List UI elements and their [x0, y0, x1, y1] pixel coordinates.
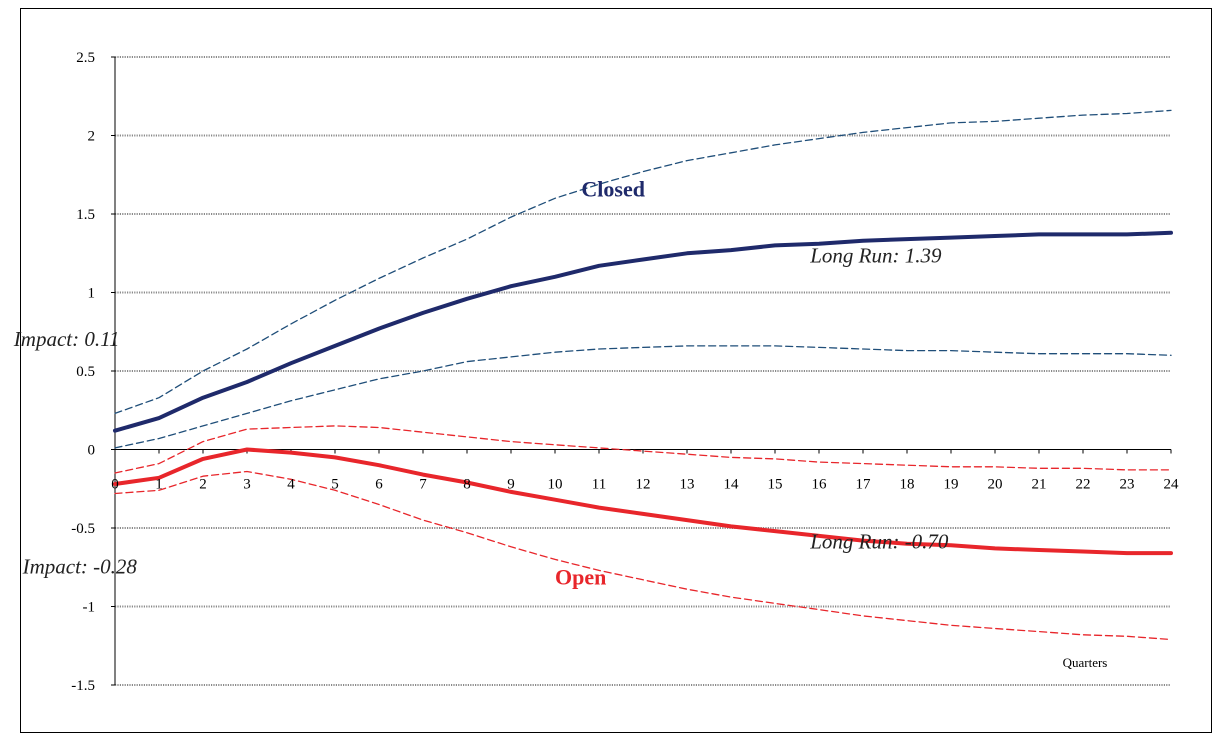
- y-tick-label: 2.5: [76, 50, 95, 66]
- confidence-band-line: [114, 470, 1172, 641]
- confidence-band-line: [114, 345, 1172, 449]
- y-tick-label: -0.5: [71, 521, 95, 537]
- open-line: [113, 447, 1173, 556]
- x-tick-label: 13: [680, 477, 695, 493]
- y-tick-label: -1: [83, 600, 96, 616]
- x-tick-label: 14: [724, 477, 740, 493]
- series-label: Closed: [581, 177, 645, 202]
- x-tick-labels: 0 1 2 3 4 5 6 7 8 9 10 11 12 13 14 15 16 17 18 19 20 21 22 23 24: [111, 477, 1179, 493]
- x-tick-label: 10: [548, 477, 563, 493]
- x-tick-label: 9: [507, 477, 515, 493]
- x-tick-label: 21: [1032, 477, 1047, 493]
- x-tick-label: 16: [812, 477, 828, 493]
- y-tick-label: 1.5: [76, 207, 95, 223]
- x-tick-label: 7: [419, 477, 427, 493]
- y-tick-label: 1: [88, 286, 96, 302]
- axes: [111, 56, 1172, 686]
- confidence-band-line: [114, 109, 1172, 415]
- x-tick-label: 18: [900, 477, 915, 493]
- x-tick-label: 2: [199, 477, 207, 493]
- x-tick-label: 11: [592, 477, 606, 493]
- x-tick-label: 1: [155, 477, 163, 493]
- x-tick-label: 3: [243, 477, 251, 493]
- x-tick-label: 22: [1076, 477, 1091, 493]
- y-tick-labels: 2.5 2 1.5 1 0.5 0 -0.5 -1 -1.5: [71, 50, 95, 694]
- x-axis-title: Quarters: [1063, 655, 1108, 670]
- x-tick-label: 20: [988, 477, 1003, 493]
- series-label: Open: [555, 565, 606, 590]
- x-tick-label: 0: [111, 477, 119, 493]
- x-tick-label: 19: [944, 477, 959, 493]
- annotation-label: Long Run: 1.39: [809, 244, 942, 268]
- annotation-label: Long Run: -0.70: [809, 529, 949, 553]
- gridlines: [115, 56, 1171, 686]
- y-tick-label: 0: [88, 443, 96, 459]
- y-tick-label: 2: [88, 129, 96, 145]
- x-tick-label: 8: [463, 477, 471, 493]
- x-tick-label: 23: [1120, 477, 1135, 493]
- x-tick-label: 15: [768, 477, 783, 493]
- y-tick-label: -1.5: [71, 678, 95, 694]
- series-lines: [113, 109, 1173, 641]
- x-tick-label: 24: [1164, 477, 1180, 493]
- x-tick-label: 4: [287, 477, 295, 493]
- annotations: Closed Open Impact: 0.11 Impact: -0.28 Long …: [13, 177, 949, 590]
- x-tick-label: 6: [375, 477, 383, 493]
- x-tick-label: 12: [636, 477, 651, 493]
- annotation-label: Impact: 0.11: [13, 327, 120, 351]
- closed-line: [113, 230, 1173, 433]
- x-tick-label: 5: [331, 477, 339, 493]
- x-tick-label: 17: [856, 477, 872, 493]
- annotation-label: Impact: -0.28: [22, 555, 138, 579]
- y-tick-label: 0.5: [76, 364, 95, 380]
